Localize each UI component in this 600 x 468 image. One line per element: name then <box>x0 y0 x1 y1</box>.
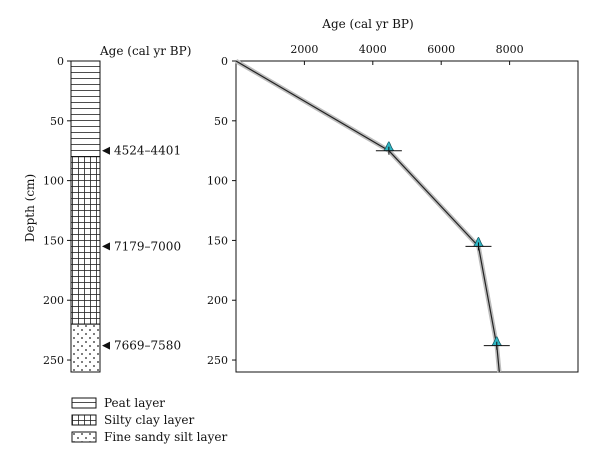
y-tick-label: 250 <box>207 354 228 367</box>
chart-frame <box>235 60 579 373</box>
y-tick-label: 200 <box>207 294 228 307</box>
legend-entry: Silty clay layer <box>104 413 194 427</box>
y-tick-label: 50 <box>214 115 228 128</box>
legend-entry: Fine sandy silt layer <box>104 430 227 444</box>
legend-entry: Peat layer <box>104 396 165 410</box>
x-tick-label: 8000 <box>496 43 524 56</box>
column-layer-horizontal-lines <box>70 60 101 158</box>
x-tick-label: 2000 <box>290 43 318 56</box>
column-layer-grid <box>70 156 101 325</box>
calibrated-date-distribution <box>472 237 485 247</box>
age-model-line <box>235 60 500 373</box>
age-depth-chart: Age (cal yr BP) 2000 4000 6000 8000 0 50 100 15… <box>207 17 579 373</box>
age-model-envelope <box>234 59 502 373</box>
stratigraphic-column: Age (cal yr BP) Depth (cm) 0 50 100 150 200 2… <box>23 44 191 373</box>
y-tick-label: 0 <box>221 55 228 68</box>
y-tick-label: 100 <box>207 175 228 188</box>
calibrated-date-distribution <box>490 336 503 347</box>
x-tick-label: 6000 <box>427 43 455 56</box>
y-tick-label: 150 <box>207 234 228 247</box>
column-age-label: Age (cal yr BP) <box>99 44 191 58</box>
column-tick-label: 50 <box>50 115 64 128</box>
column-depth-label: Depth (cm) <box>23 174 37 242</box>
column-tick-label: 100 <box>43 175 64 188</box>
legend-swatch-dots <box>71 431 97 443</box>
date-marker-arrow <box>102 242 110 251</box>
legend-swatch-horizontal-lines <box>71 397 97 409</box>
date-marker-arrow <box>102 341 110 350</box>
column-tick-label: 0 <box>57 55 64 68</box>
legend: Peat layer Silty clay layer Fine sandy sil… <box>71 396 227 444</box>
calibrated-date-distribution <box>383 141 395 152</box>
x-tick-label: 4000 <box>359 43 387 56</box>
date-marker-arrow <box>102 146 110 155</box>
chart-x-axis-label: Age (cal yr BP) <box>321 17 413 31</box>
date-marker-label: 7669–7580 <box>114 339 181 353</box>
column-tick-label: 150 <box>43 234 64 247</box>
legend-swatch-grid <box>71 414 97 426</box>
date-marker-label: 4524–4401 <box>114 144 181 158</box>
column-layer-dots <box>70 323 101 373</box>
column-tick-label: 200 <box>43 294 64 307</box>
date-marker-label: 7179–7000 <box>114 239 181 253</box>
column-tick-label: 250 <box>43 354 64 367</box>
